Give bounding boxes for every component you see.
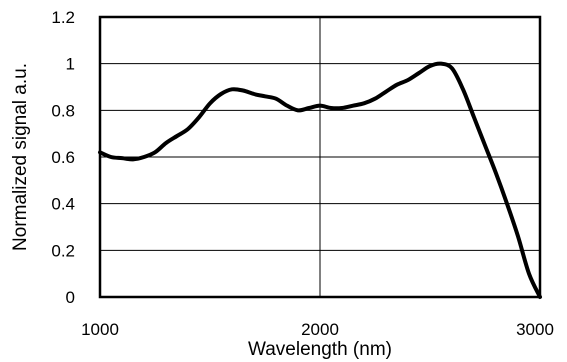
y-tick-label: 1.2 (51, 8, 75, 27)
plot-frame (98, 15, 542, 299)
y-tick-label: 0.8 (51, 101, 75, 120)
y-tick-label: 0 (66, 288, 75, 307)
y-tick-label: 0.6 (51, 148, 75, 167)
y-tick-labels: 0 0.2 0.4 0.6 0.8 1 1.2 (51, 8, 75, 307)
grid-lines (99, 16, 541, 298)
x-tick-label: 1000 (81, 320, 119, 339)
x-tick-labels: 1000 2000 3000 (81, 320, 554, 339)
x-tick-label: 2000 (301, 320, 339, 339)
x-axis-title: Wavelength (nm) (248, 339, 392, 360)
x-tick-label: 3000 (516, 320, 554, 339)
y-tick-label: 1 (66, 55, 75, 74)
y-tick-label: 0.2 (51, 241, 75, 260)
y-tick-label: 0.4 (51, 195, 75, 214)
y-axis-title: Normalized signal a.u. (10, 63, 31, 251)
series-line (98, 61, 542, 299)
